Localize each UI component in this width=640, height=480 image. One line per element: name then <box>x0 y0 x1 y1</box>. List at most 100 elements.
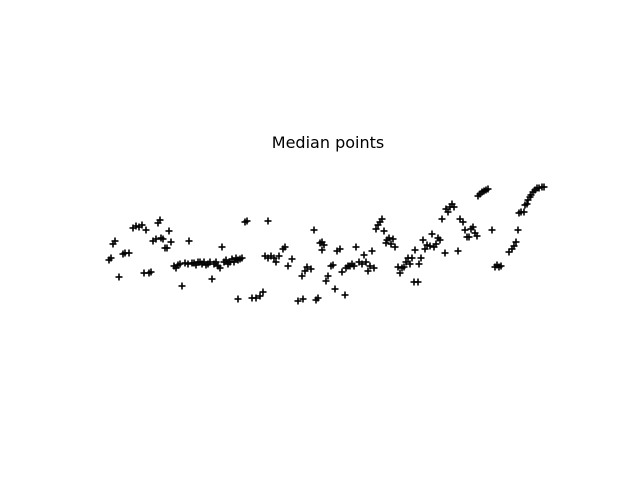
data-point <box>385 234 393 242</box>
data-point <box>497 262 505 270</box>
data-point <box>372 225 380 233</box>
data-point <box>450 203 458 211</box>
data-point <box>178 282 186 290</box>
data-point <box>366 262 374 270</box>
data-point <box>111 237 119 245</box>
data-point <box>314 294 322 302</box>
data-point <box>391 243 399 251</box>
data-point <box>167 238 175 246</box>
data-point <box>341 291 349 299</box>
data-point <box>454 247 462 255</box>
data-point <box>378 215 386 223</box>
data-point <box>358 260 366 268</box>
chart-title: Median points <box>272 133 384 152</box>
data-point <box>324 272 332 280</box>
data-point <box>230 258 238 266</box>
data-point <box>238 254 246 262</box>
data-points <box>105 183 548 305</box>
data-point <box>288 255 296 263</box>
data-point <box>402 258 410 266</box>
data-point <box>469 223 477 231</box>
data-point <box>320 241 328 249</box>
data-point <box>380 227 388 235</box>
data-point <box>272 258 280 266</box>
data-point <box>514 226 522 234</box>
data-point <box>510 242 518 250</box>
data-point <box>400 263 408 271</box>
data-point <box>256 292 264 300</box>
data-point <box>428 230 436 238</box>
data-point <box>301 267 309 275</box>
data-point <box>444 208 452 216</box>
data-point <box>336 245 344 253</box>
data-point <box>303 263 311 271</box>
data-point <box>142 226 150 234</box>
data-point <box>331 285 339 293</box>
data-point <box>362 258 370 266</box>
data-point <box>156 216 164 224</box>
data-point <box>165 227 173 235</box>
data-point <box>310 226 318 234</box>
data-point <box>352 243 360 251</box>
data-point <box>222 256 230 264</box>
data-point <box>488 226 496 234</box>
data-point <box>459 218 467 226</box>
data-point <box>520 208 528 216</box>
data-point <box>259 288 267 296</box>
data-point <box>389 235 397 243</box>
data-point <box>414 278 422 286</box>
data-point <box>147 268 155 276</box>
data-point <box>185 237 193 245</box>
data-point <box>432 240 440 248</box>
data-point <box>206 258 214 266</box>
data-point <box>394 263 402 271</box>
data-point <box>294 297 302 305</box>
data-point <box>218 243 226 251</box>
data-point <box>540 183 548 191</box>
data-point <box>436 236 444 244</box>
data-point <box>152 235 160 243</box>
data-point <box>176 260 184 268</box>
data-point <box>270 254 278 262</box>
data-point <box>406 260 414 268</box>
data-point <box>298 272 306 280</box>
data-point <box>368 247 376 255</box>
data-point <box>461 226 469 234</box>
data-point <box>216 264 224 272</box>
data-point <box>299 295 307 303</box>
data-point <box>208 275 216 283</box>
data-point <box>107 254 115 262</box>
data-point <box>370 264 378 272</box>
data-point <box>264 217 272 225</box>
data-point <box>473 232 481 240</box>
data-point <box>329 261 337 269</box>
data-point <box>438 215 446 223</box>
data-point <box>415 260 423 268</box>
data-point <box>281 243 289 251</box>
data-point <box>115 273 123 281</box>
data-point <box>184 260 192 268</box>
data-point <box>417 254 425 262</box>
data-point <box>284 262 292 270</box>
data-point <box>350 262 358 270</box>
data-point <box>322 277 330 285</box>
data-point <box>212 258 220 266</box>
data-point <box>234 295 242 303</box>
data-point <box>338 268 346 276</box>
data-point <box>512 238 520 246</box>
data-point <box>243 217 251 225</box>
data-point <box>421 245 429 253</box>
data-point <box>484 185 492 193</box>
data-point <box>125 249 133 257</box>
data-point <box>163 244 171 252</box>
data-point <box>275 252 283 260</box>
data-point <box>159 235 167 243</box>
data-point <box>252 294 260 302</box>
data-point <box>441 249 449 257</box>
data-point <box>396 269 404 277</box>
data-point <box>408 254 416 262</box>
data-point <box>419 236 427 244</box>
data-point <box>138 221 146 229</box>
data-point <box>465 233 473 241</box>
